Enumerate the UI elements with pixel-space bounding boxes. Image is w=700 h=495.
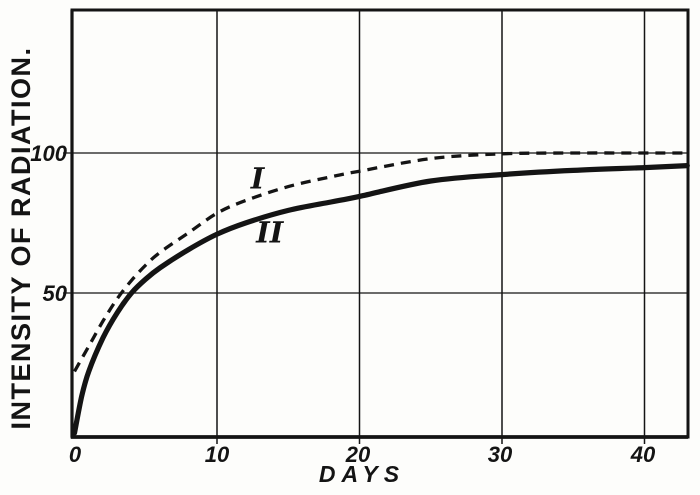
- curve-label-II: II: [255, 215, 285, 249]
- curve-label-I: I: [250, 162, 266, 196]
- plot-frame: [70, 8, 690, 439]
- y-axis-title: INTENSITY OF RADIATION.: [6, 46, 36, 429]
- gridlines: [63, 10, 688, 444]
- curves: [71, 151, 690, 436]
- x-tick-label-40: 40: [630, 442, 656, 467]
- x-tick-label-10: 10: [205, 442, 230, 467]
- y-tick-label-50: 50: [43, 281, 68, 306]
- x-tick-label-30: 30: [488, 442, 513, 467]
- curve-II-solid: [71, 163, 690, 436]
- y-tick-label-100: 100: [30, 141, 67, 166]
- curve-I-dashed: [73, 151, 688, 373]
- x-tick-label-20: 20: [345, 442, 371, 467]
- x-tick-label-0: 0: [69, 442, 82, 467]
- x-axis-title: DAYS: [319, 461, 405, 487]
